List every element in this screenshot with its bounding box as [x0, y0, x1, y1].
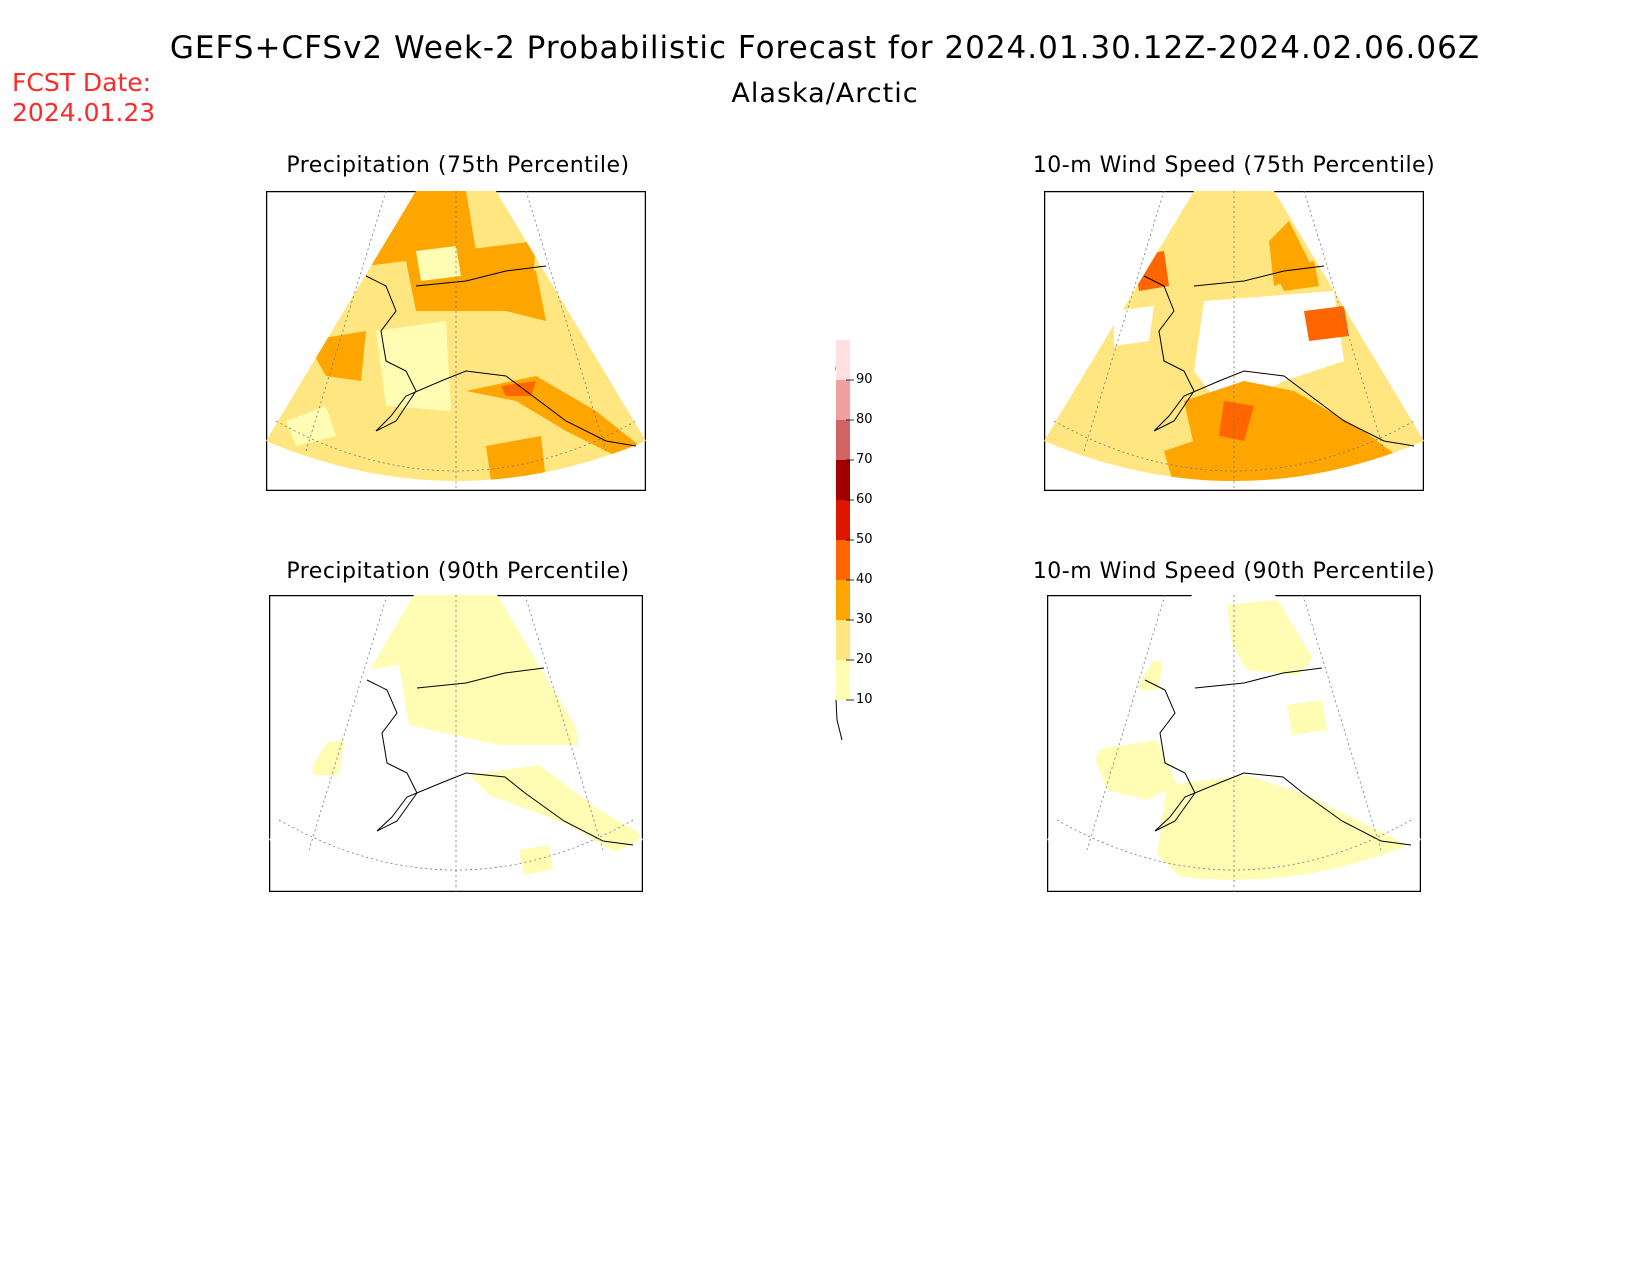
colorbar-swatch — [836, 540, 850, 580]
map-precip-90 — [269, 595, 643, 892]
map-precip-75 — [266, 191, 646, 491]
colorbar-tick-label: 60 — [856, 492, 873, 507]
forecast-date-value: 2024.01.23 — [12, 98, 156, 127]
region-subtitle: Alaska/Arctic — [731, 78, 919, 109]
colorbar-swatch — [836, 340, 850, 380]
colorbar-tick-label: 50 — [856, 532, 873, 547]
colorbar-swatch — [836, 420, 850, 460]
colorbar-tick-label: 30 — [856, 612, 873, 627]
panel-title-wind-75: 10-m Wind Speed (75th Percentile) — [1032, 153, 1436, 178]
colorbar-tick-label: 40 — [856, 572, 873, 587]
panel-title-precip-75: Precipitation (75th Percentile) — [286, 153, 630, 178]
colorbar-bottom-cap — [835, 699, 843, 741]
forecast-date-block: FCST Date: 2024.01.23 — [12, 68, 155, 128]
colorbar-tick-label: 70 — [856, 452, 873, 467]
chart-title: GEFS+CFSv2 Week-2 Probabilistic Forecast… — [169, 30, 1481, 66]
panel-title-precip-90: Precipitation (90th Percentile) — [286, 559, 630, 584]
colorbar-swatch — [836, 620, 850, 660]
map-wind-75 — [1044, 191, 1424, 491]
panel-title-wind-90: 10-m Wind Speed (90th Percentile) — [1032, 559, 1436, 584]
colorbar-tick-label: 10 — [856, 692, 873, 707]
forecast-date-label: FCST Date: — [12, 68, 152, 97]
colorbar — [835, 339, 854, 741]
colorbar-swatch — [836, 380, 850, 420]
colorbar-swatch — [836, 500, 850, 540]
colorbar-tick-label: 80 — [856, 412, 873, 427]
colorbar-swatches — [836, 340, 854, 701]
colorbar-tick-label: 90 — [856, 372, 873, 387]
colorbar-swatch — [836, 460, 850, 500]
colorbar-swatch — [836, 660, 850, 700]
colorbar-tick-label: 20 — [856, 652, 873, 667]
colorbar-swatch — [836, 580, 850, 620]
map-wind-90 — [1047, 595, 1421, 892]
